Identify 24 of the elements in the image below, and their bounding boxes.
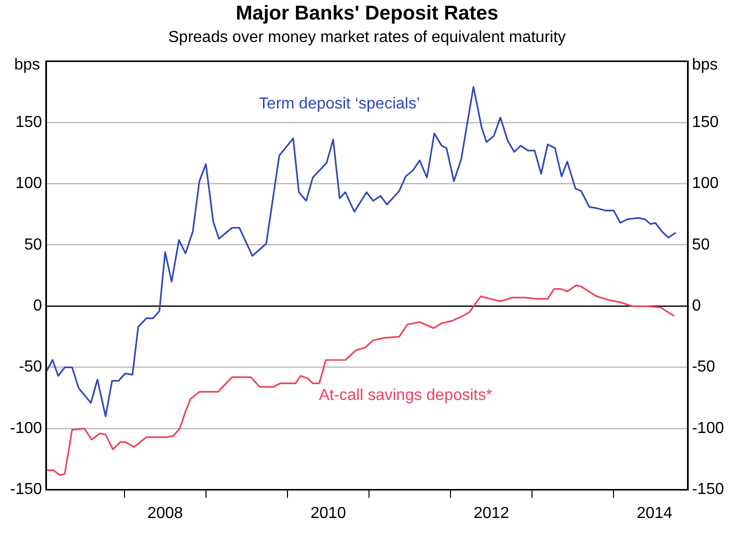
y2-tick-label: 150 [692, 114, 719, 131]
x-tick-label: 2012 [474, 504, 510, 522]
y2-tick-label: -100 [692, 420, 724, 437]
y2-axis-title: bps [692, 56, 718, 74]
y2-tick-label: -150 [692, 481, 724, 498]
y-tick-label: -50 [18, 358, 42, 376]
y-tick-label: 50 [24, 236, 42, 254]
y-tick-label: -150 [10, 481, 42, 498]
x-tick-label: 2010 [310, 504, 346, 522]
y-tick-label: 100 [15, 175, 42, 192]
y2-tick-label: 0 [692, 298, 701, 315]
chart-subtitle: Spreads over money market rates of equivalent maturity [168, 29, 566, 46]
series-label: Term deposit ‘specials’ [258, 95, 420, 112]
y-axis-title: bps [14, 56, 40, 74]
series-label: At-call savings deposits* [318, 386, 492, 404]
chart-title: Major Banks' Deposit Rates [236, 2, 498, 25]
y-tick-label: 0 [33, 298, 42, 315]
y2-tick-label: 50 [692, 236, 710, 254]
x-tick-label: 2014 [636, 504, 672, 522]
y2-tick-label: 100 [692, 175, 719, 192]
y2-tick-label: -50 [692, 358, 716, 376]
x-tick-label: 2008 [147, 504, 184, 522]
y-tick-label: -100 [10, 420, 42, 437]
y-tick-label: 150 [15, 114, 42, 131]
